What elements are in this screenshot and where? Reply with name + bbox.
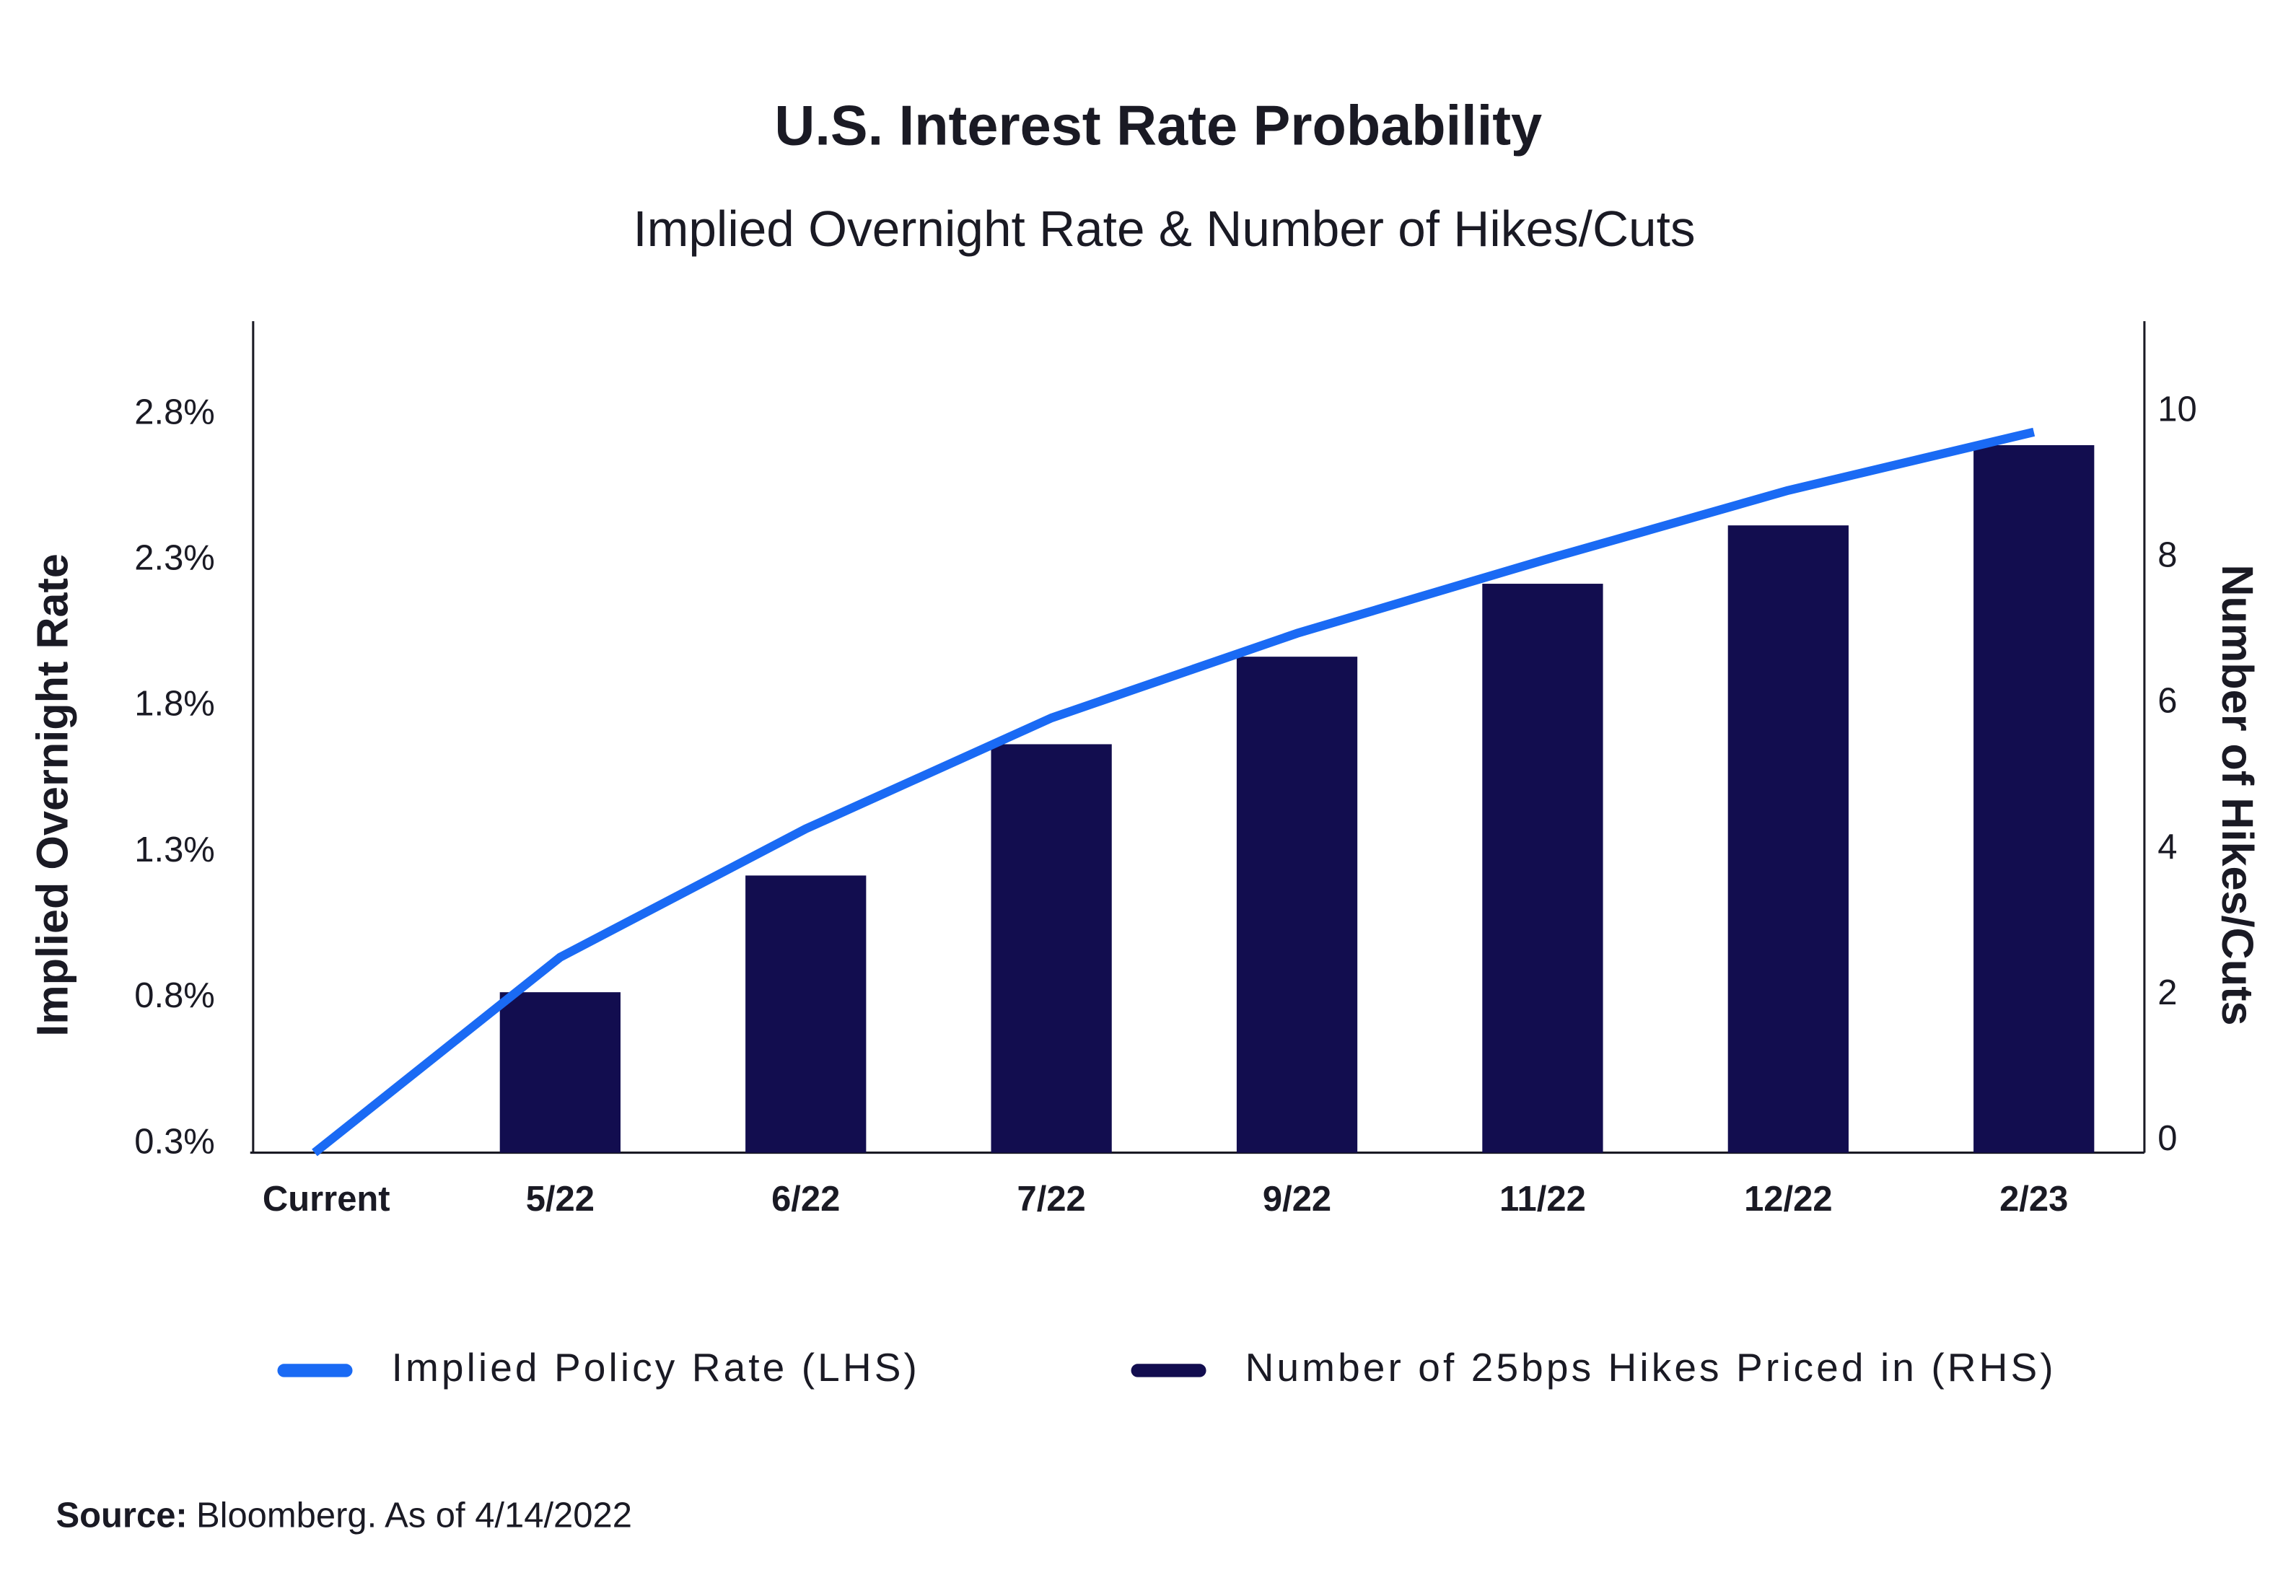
y2-tick-label: 0 (2157, 1119, 2177, 1158)
source-text: Bloomberg. As of 4/14/2022 (196, 1496, 632, 1535)
y-tick-label: 1.8% (134, 685, 215, 724)
source: Source: Bloomberg. As of 4/14/2022 (56, 1496, 632, 1535)
y2-tick-label: 8 (2157, 535, 2177, 574)
x-tick-label: Current (263, 1180, 390, 1219)
bar (499, 992, 621, 1153)
y-tick-label: 0.3% (134, 1122, 215, 1161)
line (312, 427, 2036, 1157)
y2-tick-label: 6 (2157, 682, 2177, 721)
y2-axis-label: Number of Hikes/Cuts (2213, 564, 2262, 1025)
bar (1973, 444, 2095, 1153)
bar (745, 875, 867, 1153)
legend-label: Number of 25bps Hikes Priced in (RHS) (1245, 1345, 2056, 1390)
y-tick-label: 0.8% (134, 976, 215, 1015)
bar (1482, 584, 1603, 1153)
chart-subtitle: Implied Overnight Rate & Number of Hikes… (633, 201, 1695, 257)
y2-tick-label: 4 (2157, 828, 2177, 867)
x-tick-label: 12/22 (1744, 1180, 1832, 1219)
y2-tick-label: 10 (2157, 390, 2196, 429)
x-tick-label: 5/22 (526, 1180, 595, 1219)
bar (1236, 657, 1358, 1153)
chart-title: U.S. Interest Rate Probability (774, 95, 1542, 157)
y2-tick-label: 2 (2157, 973, 2177, 1012)
x-tick-label: 9/22 (1263, 1180, 1331, 1219)
y-tick-label: 2.3% (134, 539, 215, 578)
bar (991, 744, 1112, 1153)
legend-label: Implied Policy Rate (LHS) (392, 1345, 920, 1390)
y-tick-label: 1.3% (134, 830, 215, 869)
source-label: Source: (56, 1496, 188, 1535)
x-tick-label: 7/22 (1017, 1180, 1086, 1219)
y-tick-label: 2.8% (134, 393, 215, 431)
x-tick-label: 11/22 (1499, 1180, 1586, 1219)
x-tick-label: 6/22 (771, 1180, 840, 1219)
y-axis-label: Implied Overnight Rate (28, 553, 77, 1037)
x-tick-label: 2/23 (1999, 1180, 2068, 1219)
bar (1727, 525, 1849, 1153)
